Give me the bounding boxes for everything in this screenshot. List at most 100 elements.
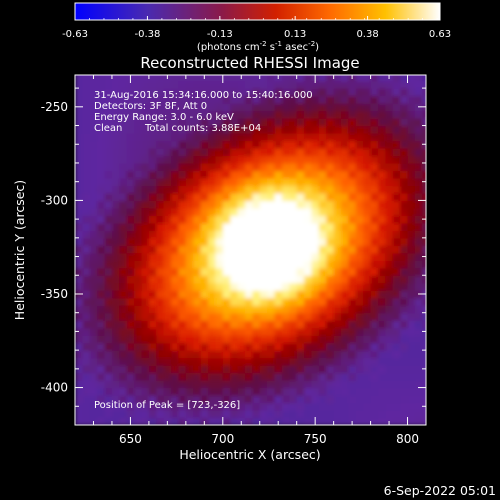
heatmap-cell [363, 192, 372, 201]
heatmap-cell [377, 245, 386, 254]
heatmap-cell [89, 342, 98, 351]
heatmap-cell [385, 215, 394, 224]
heatmap-cell [208, 237, 216, 246]
heatmap-cell [75, 80, 83, 89]
heatmap-cell [348, 103, 357, 112]
heatmap-cell [430, 253, 438, 261]
heatmap-cell [348, 88, 357, 97]
heatmap-cell [414, 312, 423, 321]
heatmap-cell [289, 267, 298, 276]
heatmap-cell [119, 88, 128, 97]
heatmap-cell [141, 245, 150, 254]
heatmap-cell [377, 215, 386, 224]
heatmap-cell [407, 282, 416, 291]
heatmap-cell [156, 140, 165, 149]
heatmap-cell [289, 282, 298, 291]
heatmap-cell [193, 305, 202, 314]
heatmap-cell [407, 410, 416, 419]
heatmap-cell [348, 365, 357, 374]
heatmap-cell [237, 260, 246, 269]
colorbar-tick-label-4: 0.38 [356, 29, 378, 40]
heatmap-cell [208, 357, 216, 366]
heatmap-cell [333, 380, 342, 389]
heatmap-cell [281, 365, 290, 374]
heatmap-cell [341, 342, 350, 351]
heatmap-cell [104, 327, 113, 336]
heatmap-cell [148, 267, 157, 276]
heatmap-cell [377, 207, 386, 216]
heatmap-cell [311, 282, 320, 291]
heatmap-cell [148, 350, 157, 359]
heatmap-cell [230, 282, 239, 291]
heatmap-cell [141, 207, 150, 216]
heatmap-cell [355, 387, 364, 396]
heatmap-cell [126, 177, 135, 187]
heatmap-cell [237, 110, 246, 119]
heatmap-cell [141, 75, 150, 82]
heatmap-cell [414, 267, 423, 276]
heatmap-cell [355, 207, 364, 216]
heatmap-cell [148, 252, 157, 261]
heatmap-cell [377, 365, 386, 374]
heatmap-cell [185, 267, 194, 276]
heatmap-cell [156, 275, 165, 284]
heatmap-cell [244, 252, 253, 261]
heatmap-cell [104, 312, 113, 321]
heatmap-cell [156, 237, 165, 246]
heatmap-cell [134, 350, 143, 359]
heatmap-cell [200, 402, 209, 411]
heatmap-cell [392, 245, 401, 254]
heatmap-cell [414, 185, 423, 194]
heatmap-cell [333, 162, 342, 172]
heatmap-cell [377, 327, 386, 336]
heatmap-cell [318, 387, 327, 396]
heatmap-cell [296, 118, 305, 127]
heatmap-cell [430, 170, 438, 178]
heatmap-cell [141, 320, 150, 329]
heatmap-cell [119, 320, 128, 329]
heatmap-cell [75, 230, 83, 239]
heatmap-cell [134, 207, 143, 216]
heatmap-cell [208, 335, 216, 344]
heatmap-cell [392, 252, 401, 261]
heatmap-cell [370, 327, 379, 336]
heatmap-cell [318, 365, 327, 374]
heatmap-cell [385, 245, 394, 254]
heatmap-cell [126, 80, 135, 89]
heatmap-cell [89, 327, 98, 336]
heatmap-cell [318, 320, 327, 329]
heatmap-cell [163, 125, 172, 134]
heatmap-cell [252, 357, 261, 366]
heatmap-cell [244, 335, 253, 344]
heatmap-cell [407, 215, 416, 224]
heatmap-cell [274, 275, 283, 284]
heatmap-cell [148, 133, 157, 142]
heatmap-cell [274, 350, 283, 359]
heatmap-cell [400, 282, 409, 291]
heatmap-cell [82, 177, 91, 187]
heatmap-cell [111, 380, 120, 389]
heatmap-cell [267, 140, 276, 149]
heatmap-cell [141, 275, 150, 284]
heatmap-cell [378, 66, 386, 74]
heatmap-cell [259, 387, 268, 396]
heatmap-cell [370, 192, 379, 201]
heatmap-cell [289, 335, 298, 344]
heatmap-cell [178, 260, 187, 269]
heatmap-cell [414, 342, 423, 351]
heatmap-cell [163, 207, 172, 216]
heatmap-cell [348, 200, 357, 209]
heatmap-cell [377, 170, 386, 179]
heatmap-cell [363, 147, 372, 157]
heatmap-cell [171, 297, 180, 306]
heatmap-cell [252, 75, 261, 82]
heatmap-cell [141, 155, 150, 164]
heatmap-cell [259, 357, 268, 366]
heatmap-cell [215, 252, 224, 261]
heatmap-cell [430, 126, 438, 134]
heatmap-cell [82, 155, 91, 164]
heatmap-cell [370, 177, 379, 187]
heatmap-cell [289, 252, 298, 261]
heatmap-cell [82, 215, 91, 224]
heatmap-cell [230, 312, 239, 321]
